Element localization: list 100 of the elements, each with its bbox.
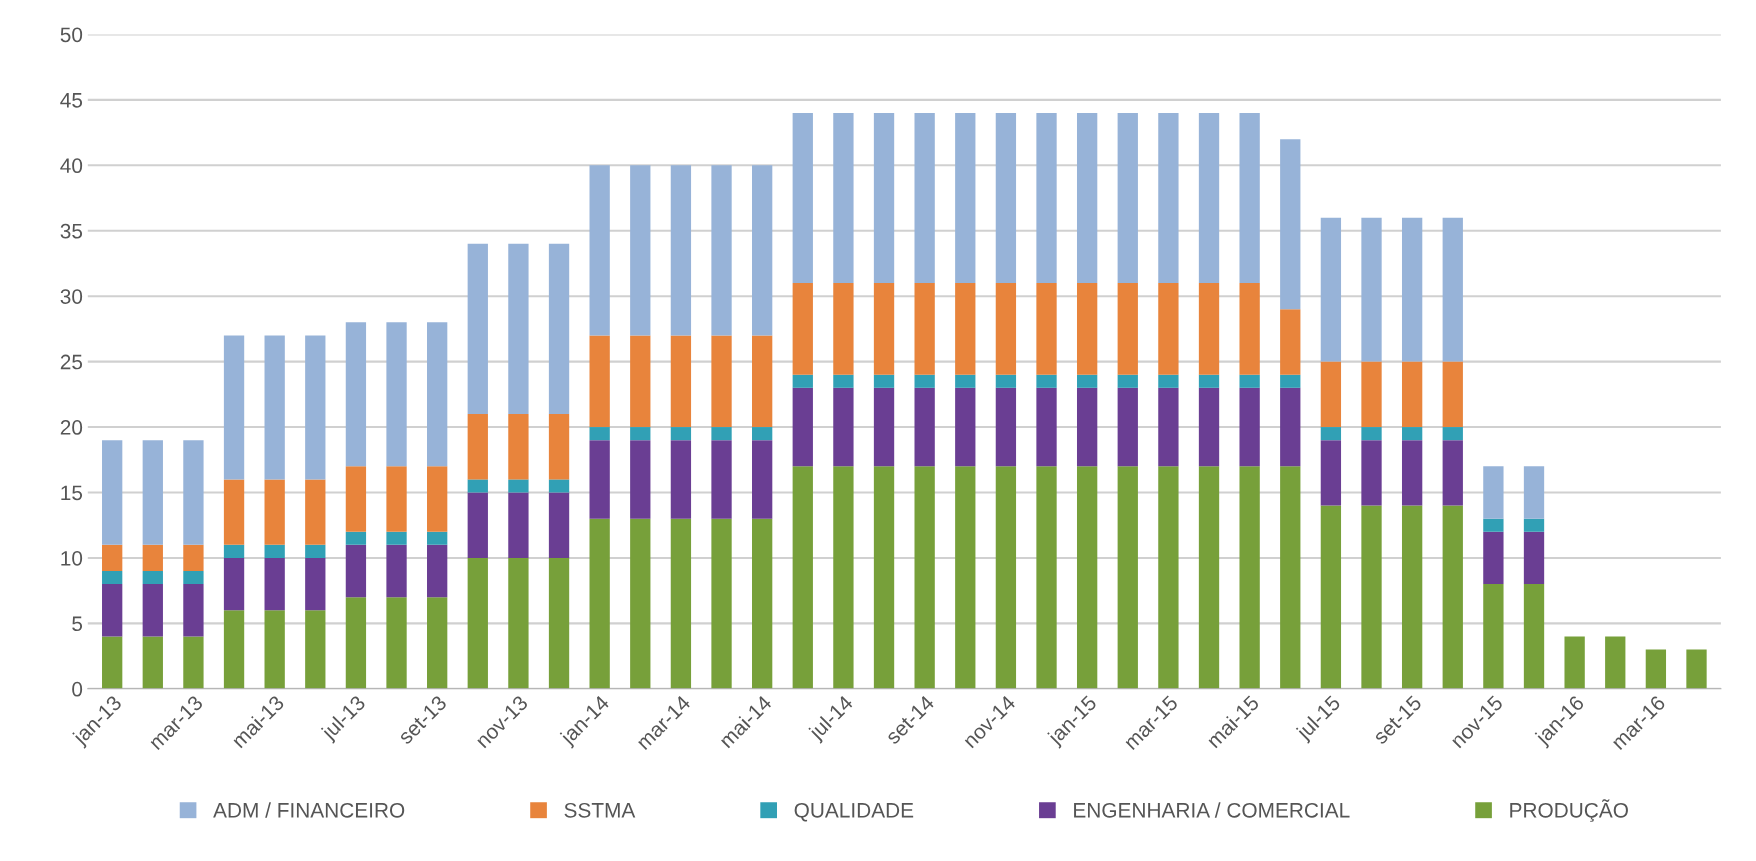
bar bbox=[670, 335, 692, 428]
bar bbox=[223, 610, 245, 689]
y-tick-label: 5 bbox=[72, 616, 83, 632]
bar bbox=[142, 440, 163, 545]
bar bbox=[833, 374, 854, 388]
bar bbox=[345, 322, 367, 467]
bar bbox=[995, 112, 1017, 284]
bar bbox=[548, 492, 570, 558]
bar bbox=[955, 374, 976, 388]
bar bbox=[345, 597, 367, 689]
bar bbox=[1442, 361, 1463, 428]
bar bbox=[305, 335, 326, 480]
bar bbox=[1076, 387, 1098, 467]
bar bbox=[427, 597, 448, 689]
bar bbox=[305, 544, 326, 558]
bar bbox=[995, 283, 1017, 375]
bar bbox=[1401, 427, 1423, 441]
bar bbox=[1158, 466, 1179, 689]
bar bbox=[752, 165, 773, 336]
bar bbox=[102, 544, 123, 572]
bar bbox=[670, 518, 692, 689]
bar bbox=[1036, 466, 1057, 689]
bar bbox=[873, 283, 895, 375]
bar bbox=[955, 466, 976, 689]
bar bbox=[142, 584, 163, 637]
bar bbox=[1036, 374, 1057, 388]
bar bbox=[995, 374, 1017, 388]
bar bbox=[1483, 584, 1504, 689]
bar bbox=[386, 531, 407, 545]
bar bbox=[589, 427, 610, 441]
bar bbox=[467, 413, 488, 480]
bar bbox=[955, 112, 976, 284]
bar bbox=[1117, 283, 1138, 375]
y-tick-label: 30 bbox=[60, 289, 83, 304]
bar bbox=[1361, 440, 1382, 506]
bar bbox=[1523, 531, 1545, 585]
bar bbox=[955, 387, 976, 467]
bar bbox=[630, 165, 651, 336]
legend-label: PRODUÇÃO bbox=[1510, 799, 1628, 822]
bar bbox=[792, 374, 813, 388]
bar bbox=[711, 518, 732, 689]
bar bbox=[1564, 636, 1585, 689]
y-tick-label: 15 bbox=[61, 485, 83, 501]
bar bbox=[1320, 361, 1342, 428]
y-tick-label: 25 bbox=[60, 354, 83, 370]
bar bbox=[183, 544, 204, 572]
bar bbox=[223, 557, 245, 611]
bar bbox=[995, 387, 1017, 467]
bar bbox=[589, 518, 610, 689]
bar bbox=[873, 466, 895, 689]
bar bbox=[427, 531, 448, 545]
bar bbox=[1117, 112, 1138, 284]
bar bbox=[1117, 466, 1138, 689]
bar bbox=[305, 610, 326, 689]
bar bbox=[1645, 649, 1667, 689]
bar bbox=[1198, 387, 1220, 467]
bar bbox=[1036, 283, 1057, 375]
bar bbox=[305, 557, 326, 611]
bar bbox=[873, 112, 895, 284]
bar bbox=[630, 427, 651, 441]
bar bbox=[508, 479, 529, 493]
bar bbox=[1158, 283, 1179, 375]
bar bbox=[670, 440, 692, 519]
bar bbox=[264, 544, 285, 558]
bar bbox=[589, 440, 610, 519]
bar bbox=[142, 544, 163, 572]
bar bbox=[1239, 387, 1260, 467]
bar bbox=[1401, 440, 1423, 506]
bar bbox=[102, 571, 123, 585]
bar bbox=[467, 557, 488, 689]
bar bbox=[386, 597, 407, 689]
bar bbox=[427, 322, 448, 467]
bar bbox=[914, 112, 935, 284]
bar bbox=[1605, 636, 1626, 689]
bar bbox=[386, 322, 407, 467]
bar bbox=[264, 479, 285, 545]
bar bbox=[183, 571, 204, 585]
bar bbox=[223, 479, 245, 545]
bar bbox=[1361, 361, 1382, 428]
bar bbox=[630, 518, 651, 689]
bar bbox=[1239, 374, 1260, 388]
bar bbox=[1483, 466, 1504, 519]
bar bbox=[1442, 505, 1463, 689]
bar bbox=[386, 466, 407, 532]
bar bbox=[102, 440, 123, 545]
bar bbox=[833, 283, 854, 375]
bar bbox=[183, 636, 204, 689]
y-tick-label: 20 bbox=[60, 420, 83, 435]
bar bbox=[1320, 217, 1342, 362]
bar bbox=[833, 466, 854, 689]
bar bbox=[1036, 112, 1057, 284]
bar bbox=[792, 283, 813, 375]
bar bbox=[548, 479, 570, 493]
bar bbox=[589, 335, 610, 428]
bar bbox=[792, 466, 813, 689]
bar bbox=[752, 440, 773, 519]
bar bbox=[1686, 649, 1707, 689]
bar bbox=[1320, 427, 1342, 441]
bar bbox=[833, 112, 854, 284]
bar bbox=[1320, 505, 1342, 689]
